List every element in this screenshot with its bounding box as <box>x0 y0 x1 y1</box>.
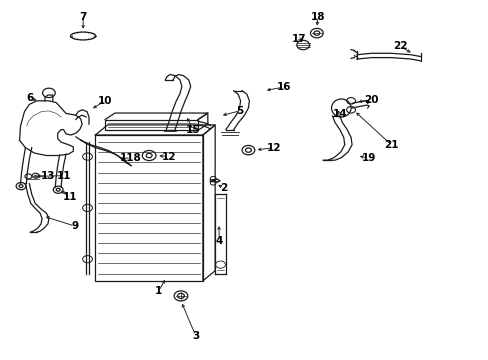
Text: 13: 13 <box>41 171 55 181</box>
Text: 10: 10 <box>98 96 112 106</box>
Text: 12: 12 <box>161 152 176 162</box>
Text: 17: 17 <box>291 34 306 44</box>
Text: 11: 11 <box>56 171 71 181</box>
Text: 15: 15 <box>185 125 200 135</box>
Bar <box>105 120 198 130</box>
Text: 22: 22 <box>392 41 407 51</box>
Text: 12: 12 <box>266 143 281 153</box>
Text: 2: 2 <box>220 183 227 193</box>
Text: 20: 20 <box>364 95 378 105</box>
Text: 16: 16 <box>276 82 290 92</box>
Text: 1: 1 <box>155 286 162 296</box>
Text: 118: 118 <box>120 153 142 163</box>
Text: 14: 14 <box>332 109 346 120</box>
Text: 6: 6 <box>27 93 34 103</box>
Text: 7: 7 <box>79 12 87 22</box>
Text: 5: 5 <box>236 106 243 116</box>
Text: 18: 18 <box>310 12 325 22</box>
Text: 19: 19 <box>361 153 376 163</box>
Text: 21: 21 <box>383 140 398 150</box>
Text: 9: 9 <box>71 221 78 231</box>
Text: 4: 4 <box>215 236 223 246</box>
Text: 3: 3 <box>192 330 199 341</box>
Text: 11: 11 <box>62 192 77 202</box>
